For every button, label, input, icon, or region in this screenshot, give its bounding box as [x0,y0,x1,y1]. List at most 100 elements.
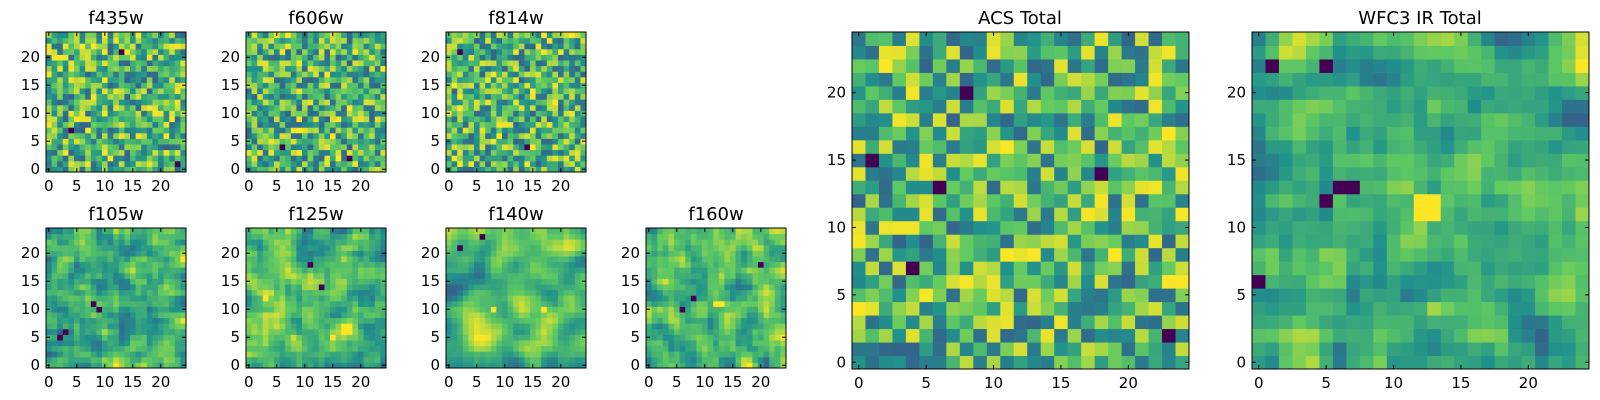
heatmap-cell [251,149,258,156]
heatmap-cell [462,99,469,106]
heatmap-cell [702,261,709,268]
heatmap-cell [352,88,359,95]
heatmap-cell [90,104,97,111]
heatmap-cell [158,127,165,134]
heatmap-cell [152,149,159,156]
heatmap-cell [713,345,720,352]
heatmap-cell [763,256,770,263]
heatmap-cell [552,93,559,100]
heatmap-cell [580,233,587,240]
heatmap-cell [986,274,1001,289]
heatmap-cell [62,300,69,307]
heatmap-cell [735,267,742,274]
heatmap-cell [251,312,258,319]
heatmap-cell [651,261,658,268]
heatmap-cell [85,306,92,313]
heatmap-cell [268,340,275,347]
heatmap-cell [1108,234,1123,249]
heatmap-cell [369,93,376,100]
heatmap-cell [113,362,120,369]
heatmap-cell [352,93,359,100]
heatmap-cell [973,301,988,316]
heatmap-cell [524,284,531,291]
heatmap-cell [535,272,542,279]
heatmap-cell [479,121,486,128]
heatmap-cell [746,295,753,302]
heatmap-cell [735,306,742,313]
heatmap-cell [496,48,503,55]
heatmap-cell [96,233,103,240]
heatmap-cell [74,351,81,358]
heatmap-cell [369,116,376,123]
heatmap-cell [374,250,381,257]
heatmap-cell [468,160,475,167]
heatmap-cell [878,180,893,195]
heatmap-cell [380,37,387,44]
heatmap-cell [257,317,264,324]
heatmap-cell [713,233,720,240]
heatmap-cell [563,93,570,100]
heatmap-cell [85,256,92,263]
heatmap-cell [113,48,120,55]
heatmap-cell [51,54,58,61]
heatmap-cell [68,317,75,324]
heatmap-cell [541,71,548,78]
heatmap-cell [479,166,486,173]
heatmap-cell [580,43,587,50]
heatmap-cell [352,267,359,274]
heatmap-cell [358,116,365,123]
heatmap-cell [102,284,109,291]
heatmap-cell [113,351,120,358]
heatmap-cell [335,127,342,134]
heatmap-cell [1121,247,1136,262]
heatmap-cell [535,328,542,335]
heatmap-cell [141,256,148,263]
heatmap-cell [563,149,570,156]
heatmap-cell [563,328,570,335]
heatmap-cell [341,76,348,83]
heatmap-cell [158,284,165,291]
heatmap-cell [57,104,64,111]
heatmap-cell [374,239,381,246]
heatmap-cell [580,144,587,151]
heatmap-cell [96,295,103,302]
heatmap-cell [279,104,286,111]
heatmap-cell [363,110,370,117]
heatmap-cell [279,300,286,307]
heatmap-cell [158,267,165,274]
heatmap-cell [307,48,314,55]
heatmap-cell [1013,207,1028,222]
heatmap-cell [546,300,553,307]
heatmap-cell [62,93,69,100]
heatmap-cell [90,295,97,302]
heatmap-cell [290,60,297,67]
heatmap-cell [251,233,258,240]
heatmap-cell [152,244,159,251]
heatmap-cell [352,99,359,106]
heatmap-cell [524,300,531,307]
heatmap-cell [290,261,297,268]
heatmap-cell [62,256,69,263]
heatmap-cell [468,295,475,302]
heatmap-cell [285,295,292,302]
heatmap-cell [380,323,387,330]
heatmap-cell [769,362,776,369]
heatmap-cell [152,306,159,313]
heatmap-cell [1175,342,1190,357]
heatmap-cell [274,289,281,296]
heatmap-cell [1027,355,1042,370]
heatmap-cell [513,116,520,123]
heatmap-cell [496,71,503,78]
heatmap-cell [580,345,587,352]
x-tick-label: 20 [551,177,570,195]
heatmap-cell [141,261,148,268]
heatmap-cell [485,88,492,95]
heatmap-cell [118,300,125,307]
heatmap-cell [113,300,120,307]
heatmap-cell [552,76,559,83]
heatmap-cell [268,60,275,67]
heatmap-cell [135,110,142,117]
heatmap-cell [324,284,331,291]
heatmap-cell [502,334,509,341]
heatmap-cell [986,328,1001,343]
